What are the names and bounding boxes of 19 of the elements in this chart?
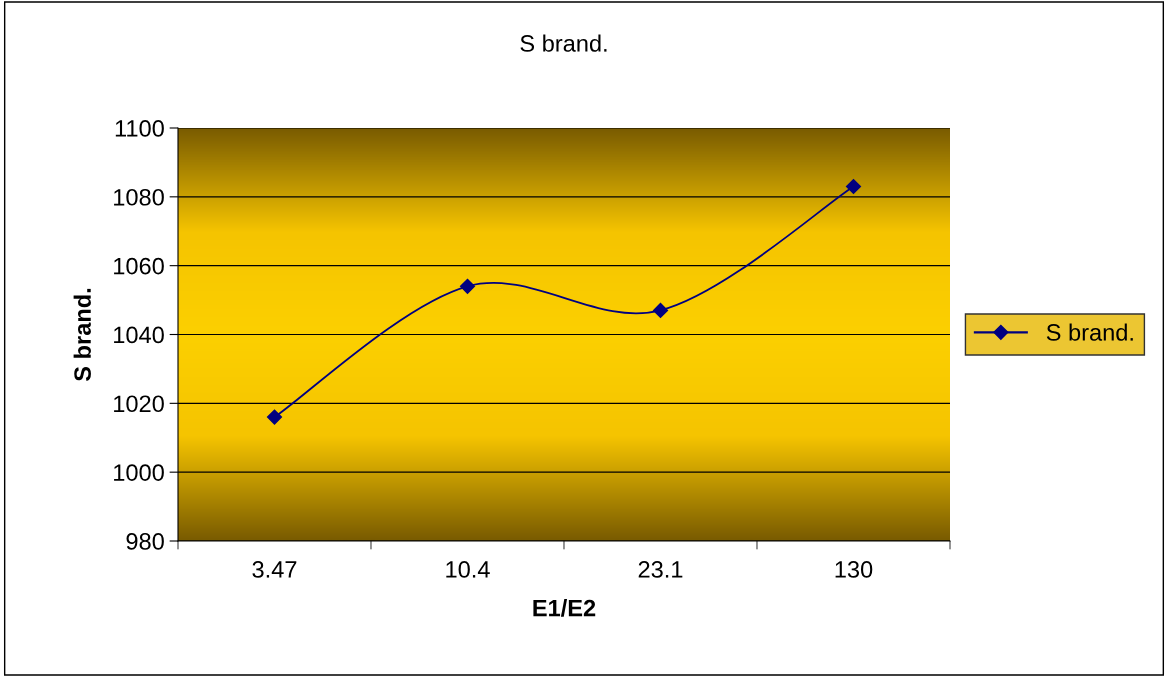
x-tick-label: 10.4: [446, 561, 490, 578]
legend-label: S brand.: [1046, 323, 1133, 341]
y-tick-label: 1020: [114, 395, 164, 413]
y-tick-label: 1060: [114, 257, 164, 275]
y-tick-label: 1040: [114, 326, 164, 344]
y-tick-label: 980: [126, 533, 164, 550]
x-axis-title: E1/E2: [533, 599, 596, 617]
y-axis-title: S brand.: [73, 288, 91, 382]
x-tick-label: 23.1: [638, 561, 683, 578]
point: [459, 278, 476, 294]
y-tick-label: 1100: [115, 120, 164, 137]
point: [266, 409, 283, 425]
point: [845, 178, 862, 195]
x-tick-label: 3.47: [252, 561, 297, 578]
y-tick-label: 1000: [114, 464, 164, 481]
y-tick-label: 1080: [114, 188, 164, 206]
x-tick-label: 130: [835, 561, 873, 578]
chart-title: S brand.: [520, 34, 607, 52]
point: [652, 302, 669, 318]
